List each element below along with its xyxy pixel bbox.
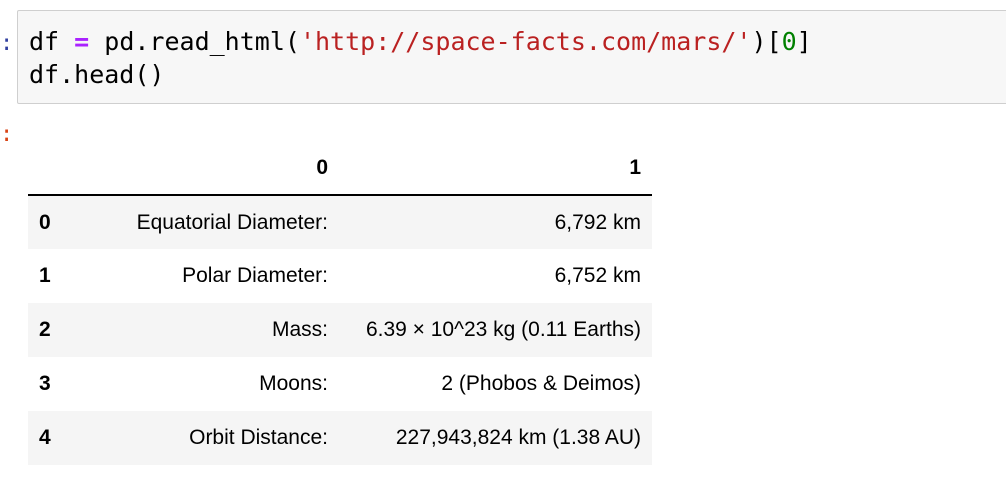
table-row: 0 Equatorial Diameter: 6,792 km: [28, 195, 652, 249]
table-row: 4 Orbit Distance: 227,943,824 km (1.38 A…: [28, 411, 652, 465]
row-index: 4: [39, 426, 51, 449]
dataframe-table: 0 1 0 Equatorial Diameter: 6,792 km 1 Po…: [28, 141, 652, 465]
cell-col-1: 227,943,824 km (1.38 AU): [395, 426, 641, 449]
code-close: )[: [751, 27, 782, 56]
row-index: 2: [39, 318, 51, 341]
code-end: ]: [796, 27, 812, 56]
code-operator: =: [74, 27, 90, 56]
cell-col-0: Equatorial Diameter:: [136, 210, 328, 234]
header-col-1: 1: [339, 141, 652, 196]
cell-col-1: 2 (Phobos & Deimos): [441, 372, 641, 395]
cell-col-0: Orbit Distance:: [189, 426, 328, 449]
cell-col-0: Mass:: [271, 318, 328, 341]
cell-col-1: 6,752 km: [554, 264, 641, 287]
code-variable: df: [29, 27, 75, 56]
cell-col-1: 6.39 × 10^23 kg (0.11 Earths): [365, 318, 641, 341]
header-index: [28, 141, 76, 196]
cell-col-0: Moons:: [259, 372, 328, 395]
code-call: pd.read_html(: [89, 27, 300, 56]
code-line-1: df = pd.read_html('http://space-facts.co…: [29, 25, 1006, 58]
table-header-row: 0 1: [28, 141, 652, 196]
header-col-0: 0: [76, 141, 339, 196]
output-prompt: :: [0, 122, 14, 147]
row-index: 3: [39, 372, 51, 395]
code-cell[interactable]: df = pd.read_html('http://space-facts.co…: [17, 10, 1006, 104]
cell-col-1: 6,792 km: [554, 210, 641, 234]
code-line-2: df.head(): [29, 60, 165, 89]
code-number: 0: [781, 27, 797, 56]
cell-col-0: Polar Diameter:: [182, 264, 328, 287]
code-string-url: 'http://space-facts.com/mars/': [299, 27, 752, 56]
table-row: 1 Polar Diameter: 6,752 km: [28, 249, 652, 303]
table-row: 3 Moons: 2 (Phobos & Deimos): [28, 357, 652, 411]
row-index: 1: [39, 264, 51, 287]
row-index: 0: [39, 210, 51, 234]
input-prompt: :: [0, 31, 14, 56]
table-row: 2 Mass: 6.39 × 10^23 kg (0.11 Earths): [28, 303, 652, 357]
